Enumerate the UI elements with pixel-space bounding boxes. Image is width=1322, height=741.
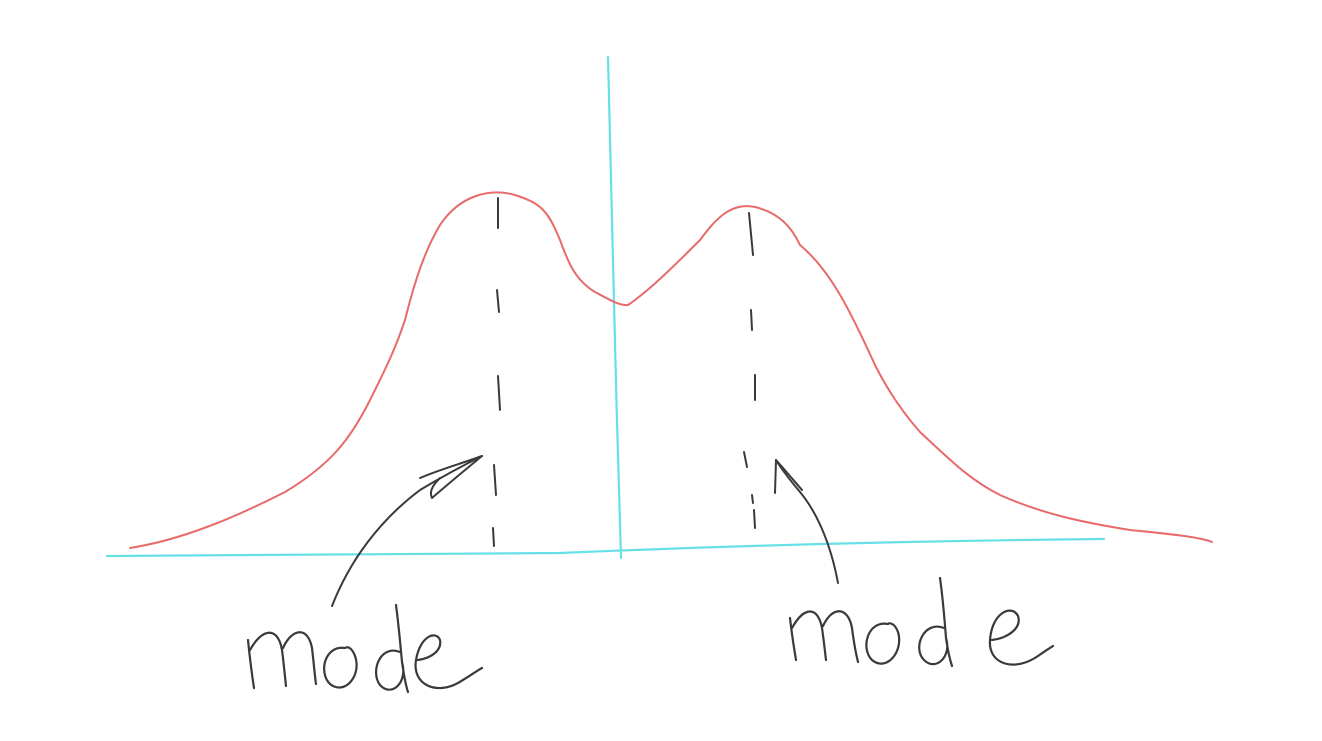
vertical-axis bbox=[606, 55, 623, 560]
left-mode-handwriting bbox=[246, 603, 484, 694]
right-mode-handwriting bbox=[788, 576, 1055, 668]
density-curve bbox=[129, 191, 1213, 549]
horizontal-axis bbox=[105, 537, 1106, 558]
left-mode-dashed-line bbox=[492, 197, 501, 547]
left-mode-arrow-icon bbox=[331, 455, 483, 607]
left-mode-label: mode bbox=[248, 606, 493, 709]
right-mode-arrow-icon bbox=[774, 459, 839, 584]
right-mode-label: mode bbox=[790, 578, 1035, 681]
right-mode-dashed-line bbox=[743, 212, 756, 529]
